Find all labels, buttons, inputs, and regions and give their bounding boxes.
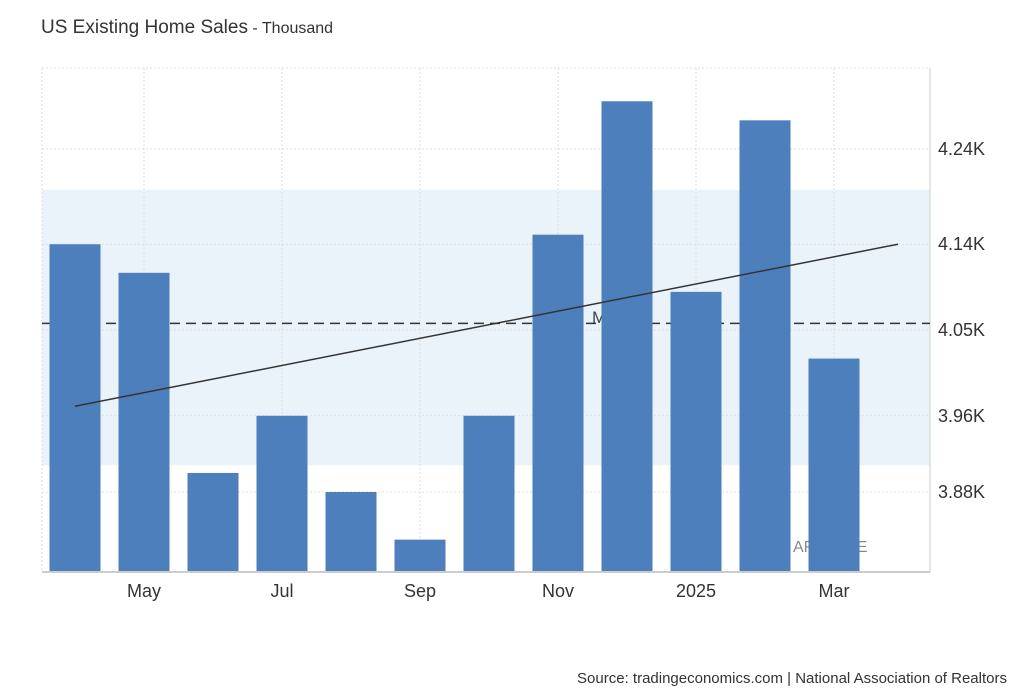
y-tick-label: 4.05K xyxy=(938,320,985,340)
chart-title: US Existing Home Sales - Thousand xyxy=(41,17,333,39)
bar-dec-2024 xyxy=(601,101,653,573)
bar-jun-2024 xyxy=(187,472,239,572)
bar-oct-2024 xyxy=(463,415,515,572)
bar-aug-2024 xyxy=(325,492,377,572)
x-tick-label: Jul xyxy=(270,581,293,601)
title-unit: Thousand xyxy=(261,20,334,37)
bar-nov-2024 xyxy=(532,234,584,572)
y-tick-label: 3.96K xyxy=(938,406,985,426)
title-separator: - xyxy=(247,20,262,37)
y-tick-label: 4.24K xyxy=(938,139,985,159)
bar-sep-2024 xyxy=(394,539,446,572)
source-text: Source: tradingeconomics.com | National … xyxy=(577,670,1007,687)
x-tick-label: Sep xyxy=(404,581,436,601)
x-tick-label: 2025 xyxy=(676,581,716,601)
y-tick-label: 3.88K xyxy=(938,482,985,502)
x-tick-label: Mar xyxy=(819,581,850,601)
trend-line xyxy=(74,243,899,407)
title-main: US Existing Home Sales xyxy=(41,17,248,38)
bar-jul-2024 xyxy=(256,415,308,572)
x-tick-label: Nov xyxy=(542,581,574,601)
bar-jan-2025 xyxy=(670,291,722,572)
bar-may-2024 xyxy=(118,272,170,572)
bar-mar-2025 xyxy=(808,358,860,572)
x-tick-label: May xyxy=(127,581,161,601)
y-tick-label: 4.14K xyxy=(938,234,985,254)
bar-apr-2024 xyxy=(49,244,101,572)
bar-feb-2025 xyxy=(739,120,791,572)
